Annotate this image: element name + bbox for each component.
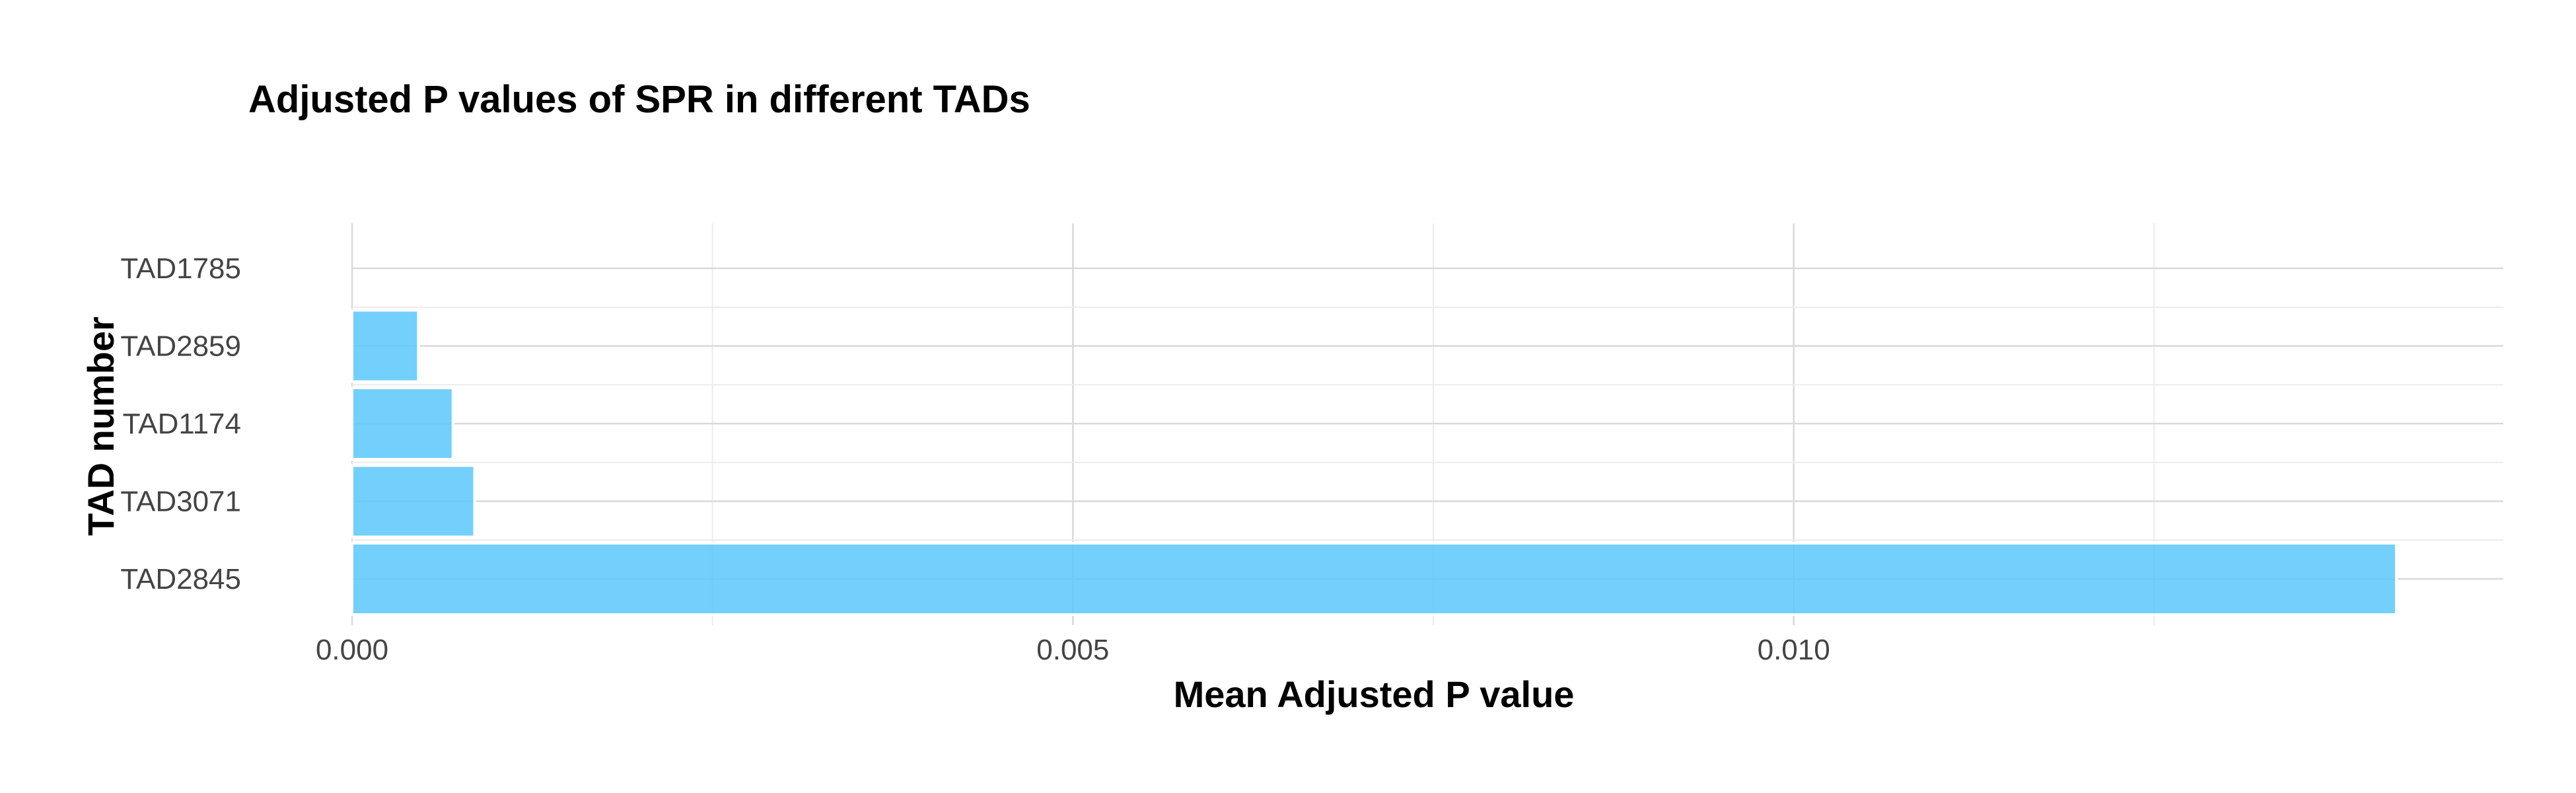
y-tick-label: TAD1785 xyxy=(120,252,241,285)
x-axis-title: Mean Adjusted P value xyxy=(1174,673,1575,715)
x-tick-label: 0.005 xyxy=(1036,634,1109,666)
y-tick-label: TAD2845 xyxy=(120,563,241,595)
bar-tad2859 xyxy=(351,309,420,383)
bars xyxy=(351,309,2398,616)
y-tick-label: TAD1174 xyxy=(123,408,241,440)
y-axis-title: TAD number xyxy=(80,317,122,536)
bar-tad3071 xyxy=(351,464,476,539)
bar-tad1174 xyxy=(351,387,454,461)
y-tick-labels: TAD1785 TAD2859 TAD1174 TAD3071 TAD2845 xyxy=(120,252,241,595)
y-tick-label: TAD3071 xyxy=(120,486,241,518)
x-tick-label: 0.010 xyxy=(1758,634,1830,666)
x-tick-label: 0.000 xyxy=(316,634,388,666)
x-tick-labels: 0.000 0.005 0.010 xyxy=(316,634,1830,666)
y-tick-label: TAD2859 xyxy=(120,330,241,363)
bar-tad2845 xyxy=(351,542,2398,616)
grid xyxy=(351,223,2503,625)
chart-title: Adjusted P values of SPR in different TA… xyxy=(248,78,1030,121)
